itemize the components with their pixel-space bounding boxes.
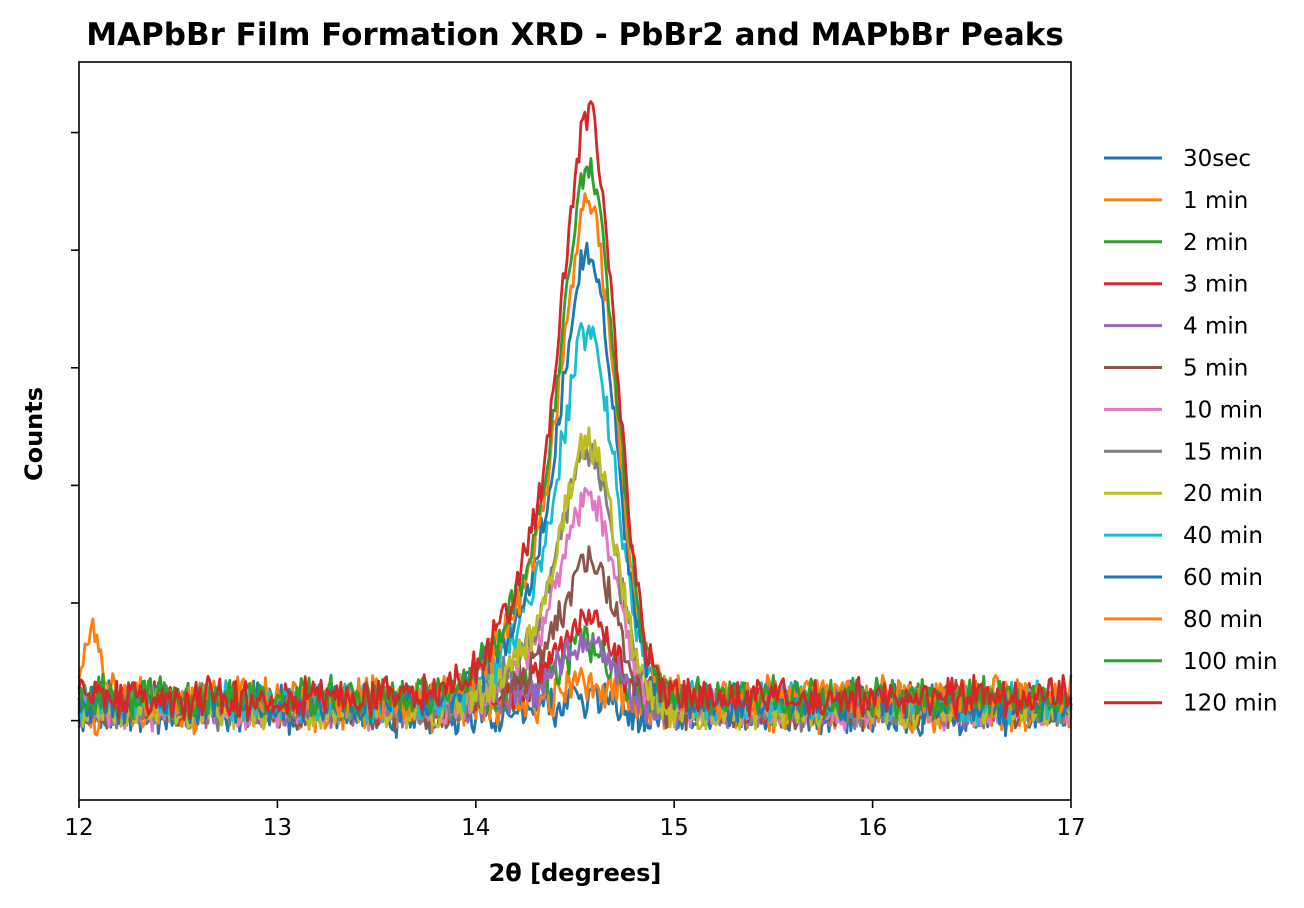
x-axis-ticks: 12 13 14 15 16 17 — [64, 800, 1086, 841]
x-tick-label: 14 — [461, 815, 490, 841]
x-axis-label: 2θ [degrees] — [489, 859, 662, 887]
legend-label: 3 min — [1183, 272, 1248, 298]
plot-frame — [78, 61, 1072, 801]
legend-label: 10 min — [1183, 397, 1263, 423]
legend-label: 60 min — [1183, 565, 1263, 591]
x-tick-label: 15 — [660, 815, 689, 841]
x-tick-label: 13 — [263, 815, 292, 841]
legend-label: 40 min — [1183, 523, 1263, 549]
legend-label: 30sec — [1183, 146, 1251, 172]
legend-label: 5 min — [1183, 356, 1248, 382]
series-line-40-min — [77, 321, 1073, 727]
x-tick-label: 17 — [1056, 815, 1085, 841]
legend-label: 1 min — [1183, 188, 1248, 214]
legend-label: 2 min — [1183, 230, 1248, 256]
y-axis-label: Counts — [20, 387, 48, 481]
legend-label: 4 min — [1183, 314, 1248, 340]
legend-label: 15 min — [1183, 439, 1263, 465]
series-line-120-min — [77, 100, 1073, 722]
legend-label: 20 min — [1183, 481, 1263, 507]
y-axis-ticks — [71, 131, 79, 722]
legend-label: 120 min — [1183, 691, 1278, 717]
series-line-100-min — [77, 156, 1073, 721]
legend-label: 80 min — [1183, 607, 1263, 633]
x-tick-label: 16 — [858, 815, 887, 841]
series-layer — [77, 100, 1073, 739]
legend-label: 100 min — [1183, 649, 1278, 675]
chart-title: MAPbBr Film Formation XRD - PbBr2 and MA… — [86, 17, 1064, 53]
x-tick-label: 12 — [64, 815, 93, 841]
legend: 30sec 1 min 2 min 3 min 4 min 5 min 10 min 15 m… — [1104, 146, 1278, 717]
series-line-60-min — [77, 241, 1072, 727]
